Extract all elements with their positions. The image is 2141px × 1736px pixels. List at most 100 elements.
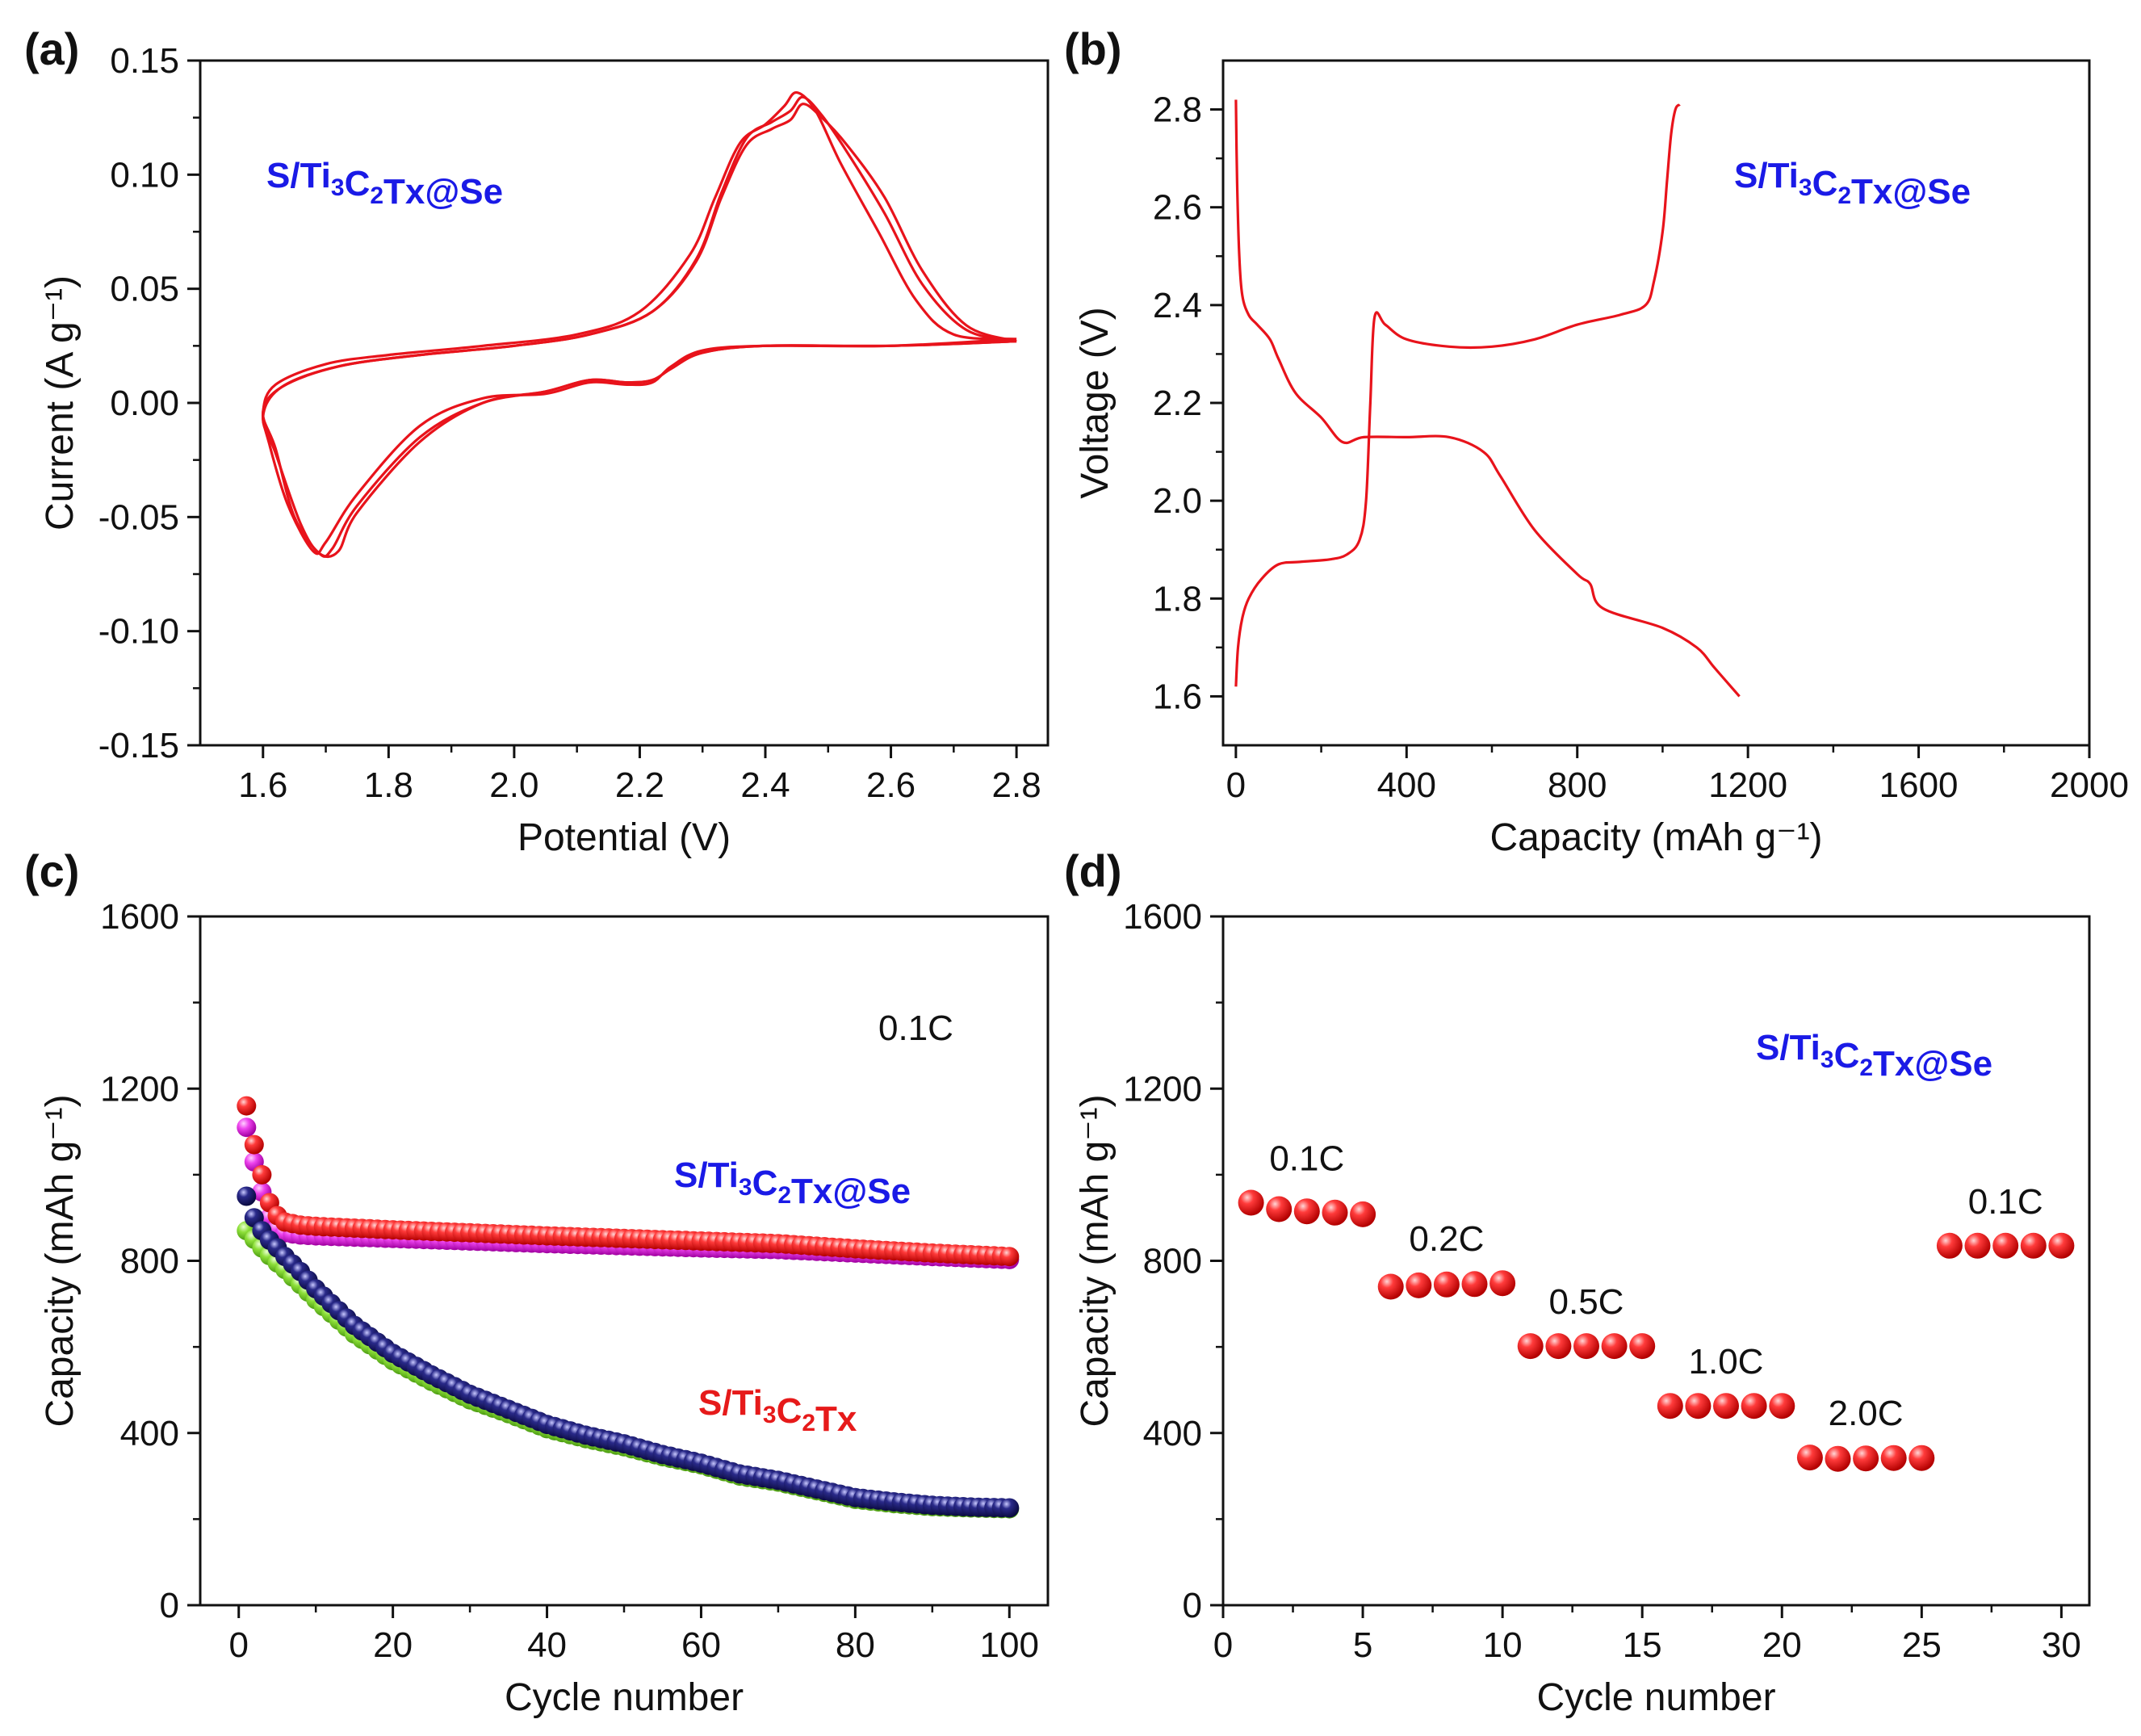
panel-d-point-rate-1 xyxy=(1322,1199,1348,1226)
panel-d-point-rate-5 xyxy=(1908,1445,1935,1471)
panel-d-frame xyxy=(1221,915,2091,1607)
panel-b-discharge-curve xyxy=(1234,99,1741,698)
panel-c-point-s-ti3c2tx xyxy=(999,1498,1020,1518)
panel-b-xtick-label: 0 xyxy=(1226,765,1246,805)
panel-c-legend-s-ti3c2tx: S/Ti3C2Tx xyxy=(698,1383,857,1439)
panel-d-xtick-label: 15 xyxy=(1623,1625,1662,1665)
panel-c-legend-s-ti3c2tx-se: S/Ti3C2Tx@Se xyxy=(674,1155,911,1211)
panel-a-cv-curve-1 xyxy=(261,91,1017,556)
label-subscript: 3 xyxy=(1820,1046,1834,1073)
panel-d-xlabel: Cycle number xyxy=(1536,1676,1775,1719)
panel-b-ylabel: Voltage (V) xyxy=(1074,307,1117,498)
panel-d-point-rate-4 xyxy=(1741,1393,1767,1419)
panel-a-label: (a) xyxy=(24,23,79,74)
panel-d-point-rate-5 xyxy=(1853,1445,1879,1472)
label-subscript: 3 xyxy=(331,174,345,201)
panel-a-ytick-label: -0.15 xyxy=(98,726,179,765)
panel-d-ytick-label: 400 xyxy=(1143,1414,1202,1453)
panel-b-xtick-label: 400 xyxy=(1377,765,1436,805)
panel-c-ytick-label: 0 xyxy=(160,1586,179,1625)
panel-d-ytick-label: 800 xyxy=(1143,1242,1202,1281)
panel-a-xtick-label: 2.8 xyxy=(992,765,1041,805)
label-text-run: C xyxy=(777,1391,802,1431)
panel-c-point-s-ti3c2tx-se xyxy=(244,1134,264,1155)
panel-d-point-rate-2 xyxy=(1406,1272,1432,1298)
label-text-run: C xyxy=(1834,1036,1860,1076)
panel-c-ytick-label: 1200 xyxy=(100,1069,179,1109)
panel-a-ytick-label: 0.10 xyxy=(110,155,179,195)
panel-b-ytick-label: 1.8 xyxy=(1153,579,1202,619)
panel-c-rate-label: 0.1C xyxy=(878,1008,953,1048)
label-text-run: Tx@Se xyxy=(1873,1044,1992,1084)
panel-d-label: (d) xyxy=(1064,845,1122,896)
panel-d-point-rate-1 xyxy=(1293,1198,1320,1225)
panel-d-ytick-label: 1600 xyxy=(1123,897,1202,937)
panel-d-point-rate-5 xyxy=(1880,1445,1907,1471)
label-text-run: Tx@Se xyxy=(383,172,503,212)
panel-d-xtick-label: 30 xyxy=(2042,1625,2081,1665)
panel-b-ytick-label: 2.2 xyxy=(1153,384,1202,423)
label-text-run: S/Ti xyxy=(698,1383,763,1423)
panel-d-point-rate-6 xyxy=(2020,1232,2047,1259)
panel-a-ylabel: Current (A g⁻¹) xyxy=(39,275,82,530)
panel-a-xtick-label: 2.6 xyxy=(866,765,915,805)
panel-b-ytick-label: 2.8 xyxy=(1153,90,1202,130)
panel-a-ytick-label: 0.00 xyxy=(110,384,179,423)
panel-b-ytick-label: 1.6 xyxy=(1153,677,1202,716)
panel-b-xtick-label: 1600 xyxy=(1879,765,1959,805)
panel-b-frame xyxy=(1221,59,2091,747)
panel-d-rate-label-2: 0.2C xyxy=(1409,1219,1484,1259)
panel-c-point-s-ti3c2tx-se-discharge- xyxy=(237,1117,257,1138)
panel-a-ytick-label: -0.05 xyxy=(98,497,179,537)
label-subscript: 2 xyxy=(1859,1055,1873,1081)
panel-c-xlabel: Cycle number xyxy=(505,1676,744,1719)
panel-d-point-rate-1 xyxy=(1266,1196,1293,1222)
panel-d-xtick-label: 10 xyxy=(1483,1625,1523,1665)
panel-b-annotation: S/Ti3C2Tx@Se xyxy=(1734,156,1971,212)
label-text-run: S/Ti xyxy=(1734,156,1799,195)
panel-a-xtick-label: 1.6 xyxy=(238,765,287,805)
panel-d-point-rate-1 xyxy=(1350,1201,1376,1227)
panel-a-cv-curve-3 xyxy=(262,103,1017,559)
panel-d-point-rate-5 xyxy=(1825,1445,1851,1472)
panel-d-point-rate-6 xyxy=(1992,1232,2019,1259)
panel-c-ytick-label: 800 xyxy=(120,1242,179,1281)
panel-d-rate-label-5: 2.0C xyxy=(1829,1394,1904,1433)
panel-d-ylabel: Capacity (mAh g⁻¹) xyxy=(1074,1094,1117,1427)
label-subscript: 3 xyxy=(739,1174,752,1201)
panel-b-ytick-label: 2.6 xyxy=(1153,188,1202,228)
panel-b-xtick-label: 2000 xyxy=(2050,765,2129,805)
label-subscript: 2 xyxy=(1837,182,1851,209)
panel-c-ytick-label: 400 xyxy=(120,1414,179,1453)
panel-d-point-rate-3 xyxy=(1573,1333,1599,1360)
panel-c-xtick-label: 100 xyxy=(980,1625,1039,1665)
panel-a-xtick-label: 2.2 xyxy=(615,765,664,805)
panel-a-xtick-label: 2.4 xyxy=(740,765,790,805)
panel-d-point-rate-4 xyxy=(1713,1393,1739,1419)
label-text-run: C xyxy=(752,1164,778,1203)
panel-d-point-rate-2 xyxy=(1433,1271,1460,1298)
label-text-run: Tx@Se xyxy=(791,1172,911,1211)
label-text-run: S/Ti xyxy=(266,156,331,195)
label-subscript: 3 xyxy=(1799,174,1812,201)
panel-d-point-rate-4 xyxy=(1769,1393,1795,1419)
panel-d-point-rate-5 xyxy=(1796,1445,1823,1471)
label-text-run: Tx xyxy=(815,1399,857,1439)
label-subscript: 2 xyxy=(777,1182,791,1209)
label-text-run: C xyxy=(1812,164,1838,203)
panel-d-point-rate-3 xyxy=(1517,1333,1544,1360)
panel-a-annotation: S/Ti3C2Tx@Se xyxy=(266,156,503,212)
panel-d-point-rate-3 xyxy=(1629,1333,1656,1360)
panel-c-xtick-label: 40 xyxy=(527,1625,567,1665)
panel-d-xtick-label: 0 xyxy=(1213,1625,1233,1665)
panel-d-rate-label-4: 1.0C xyxy=(1689,1342,1764,1382)
panel-a-xtick-label: 1.8 xyxy=(364,765,413,805)
panel-c-xtick-label: 80 xyxy=(836,1625,875,1665)
panel-d-point-rate-2 xyxy=(1461,1271,1488,1298)
panel-a-xlabel: Potential (V) xyxy=(517,816,731,859)
panel-d-ytick-label: 1200 xyxy=(1123,1069,1202,1109)
panel-b-charge-curve xyxy=(1234,103,1681,687)
panel-d-xtick-label: 5 xyxy=(1353,1625,1372,1665)
label-subscript: 3 xyxy=(763,1402,777,1428)
